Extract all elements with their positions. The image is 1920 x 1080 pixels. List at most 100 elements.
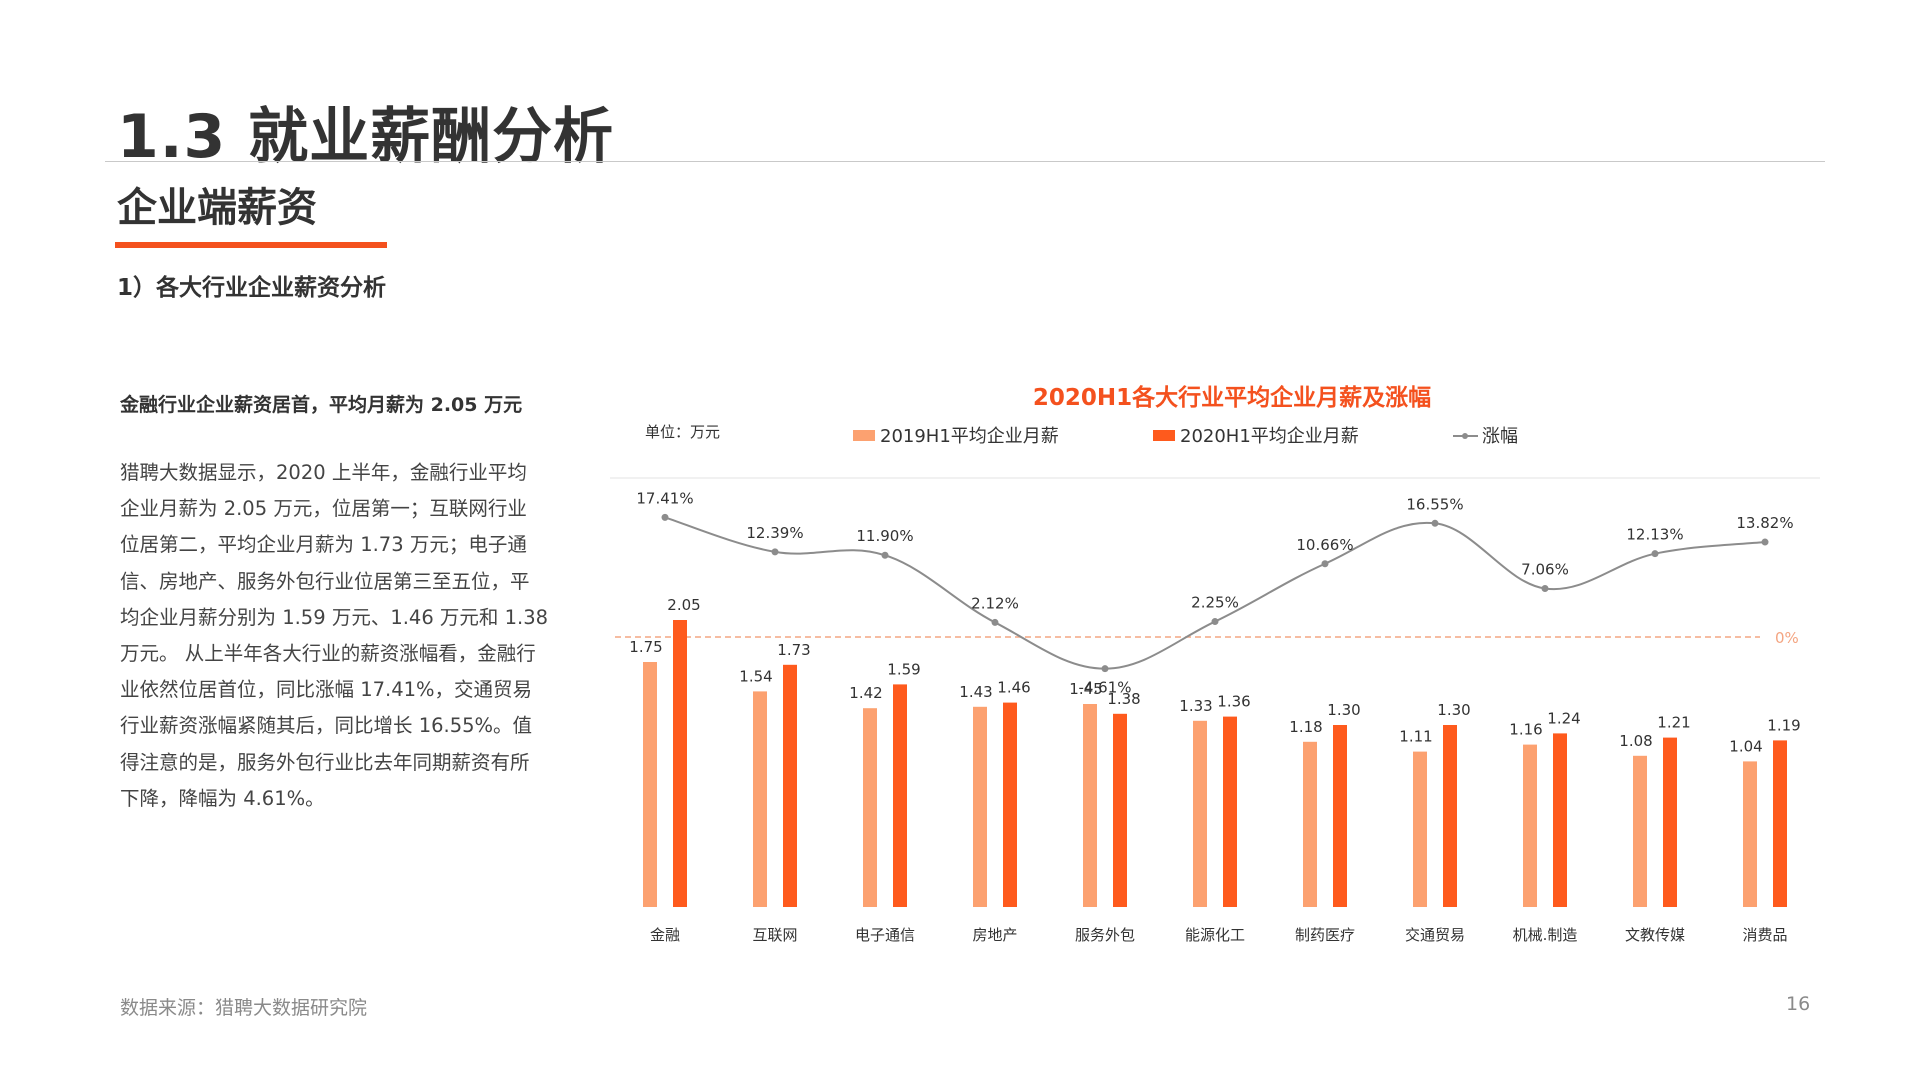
bar-2020 <box>783 664 797 907</box>
category-label: 消费品 <box>1742 926 1787 944</box>
growth-label: 12.39% <box>746 524 803 542</box>
growth-point <box>991 618 999 626</box>
bar-label-2020: 2.05 <box>667 596 700 614</box>
legend-label-2020: 2020H1平均企业月薪 <box>1180 426 1359 447</box>
bar-2020 <box>1663 737 1677 907</box>
bar-2019 <box>973 706 987 907</box>
growth-line-series: 17.41% 12.39% 11.90% 2.12% -4.61% 2.25% 10.66%… <box>636 489 1793 696</box>
bar-label-2019: 1.33 <box>1179 697 1212 715</box>
bar-label-2020: 1.38 <box>1107 690 1140 708</box>
growth-point <box>881 551 889 559</box>
bar-label-2019: 1.04 <box>1729 737 1762 755</box>
category-label: 制药医疗 <box>1295 926 1355 944</box>
growth-point <box>661 513 669 521</box>
growth-label: 2.12% <box>971 594 1019 612</box>
bar-2020 <box>1223 716 1237 907</box>
bar-2020 <box>1443 725 1457 907</box>
bar-2019 <box>1083 704 1097 907</box>
growth-label: 17.41% <box>636 489 693 507</box>
growth-label: -4.61% <box>1078 679 1131 697</box>
bar-label-2019: 1.18 <box>1289 718 1322 736</box>
growth-label: 16.55% <box>1406 495 1463 513</box>
category-label: 交通贸易 <box>1405 926 1465 944</box>
bar-2019 <box>753 691 767 907</box>
bar-2019 <box>1523 744 1537 907</box>
bar-label-2019: 1.42 <box>849 684 882 702</box>
bar-2019 <box>1633 755 1647 907</box>
growth-label: 12.13% <box>1626 526 1683 544</box>
legend-marker-growth <box>1462 433 1468 439</box>
bar-2020 <box>1113 713 1127 907</box>
unit-label: 单位：万元 <box>645 423 720 441</box>
growth-point <box>1321 560 1329 568</box>
chart-title: 2020H1各大行业平均企业月薪及涨幅 <box>1033 384 1431 411</box>
growth-point <box>1761 538 1769 546</box>
bar-label-2019: 1.11 <box>1399 728 1432 746</box>
bar-2020 <box>1553 733 1567 907</box>
bar-label-2019: 1.43 <box>959 683 992 701</box>
legend-label-2019: 2019H1平均企业月薪 <box>880 426 1059 447</box>
growth-label: 2.25% <box>1191 594 1239 612</box>
subsection-title: 1）各大行业企业薪资分析 <box>117 275 387 301</box>
category-label: 机械.制造 <box>1513 926 1578 944</box>
growth-point <box>1101 665 1109 673</box>
growth-point <box>771 548 779 556</box>
category-label: 金融 <box>650 926 680 944</box>
summary-heading: 金融行业企业薪资居首，平均月薪为 2.05 万元 <box>120 394 523 416</box>
bar-label-2020: 1.30 <box>1327 701 1360 719</box>
category-label: 互联网 <box>752 926 797 944</box>
bar-series: 1.75 2.05 1.54 1.73 1.42 1.59 1.43 1.46 1.45 1.38… <box>629 596 1801 907</box>
bar-label-2019: 1.45 <box>1069 680 1102 698</box>
category-labels: 金融 互联网 电子通信 房地产 服务外包 能源化工 制药医疗 交通贸易 机械.制造 文教传媒 消费品 <box>650 926 1788 944</box>
bar-label-2020: 1.24 <box>1547 709 1580 727</box>
category-label: 电子通信 <box>855 926 915 944</box>
bar-2019 <box>1193 720 1207 907</box>
bar-2019 <box>1743 761 1757 907</box>
bar-label-2020: 1.36 <box>1217 693 1250 711</box>
growth-point <box>1651 550 1659 558</box>
bar-2020 <box>1003 702 1017 907</box>
page-number: 16 <box>1786 993 1811 1015</box>
bar-2019 <box>643 662 657 907</box>
legend-swatch-2019 <box>853 430 875 441</box>
bar-2019 <box>863 708 877 907</box>
bar-label-2019: 1.54 <box>739 667 772 685</box>
zero-label: 0% <box>1775 629 1799 647</box>
category-label: 服务外包 <box>1075 926 1135 944</box>
legend-swatch-2020 <box>1153 430 1175 441</box>
growth-label: 10.66% <box>1296 536 1353 554</box>
bar-label-2020: 1.59 <box>887 660 920 678</box>
page-title: 1.3 就业薪酬分析 <box>117 102 615 172</box>
growth-label: 7.06% <box>1521 560 1569 578</box>
body-paragraph: 猎聘大数据显示，2020 上半年，金融行业平均 企业月薪为 2.05 万元，位居… <box>120 461 549 810</box>
growth-point <box>1431 519 1439 527</box>
growth-label: 11.90% <box>856 527 913 545</box>
bar-label-2020: 1.73 <box>777 641 810 659</box>
bar-2020 <box>893 684 907 907</box>
title-divider <box>105 161 1825 162</box>
bar-2020 <box>1333 725 1347 907</box>
bar-label-2020: 1.46 <box>997 679 1030 697</box>
legend-label-growth: 涨幅 <box>1482 426 1518 447</box>
section-title: 企业端薪资 <box>117 185 317 231</box>
section-accent-bar <box>115 242 387 248</box>
bar-2020 <box>1773 740 1787 907</box>
bar-label-2020: 1.21 <box>1657 714 1690 732</box>
chart-legend: 2019H1平均企业月薪 2020H1平均企业月薪 涨幅 <box>853 426 1518 447</box>
bar-label-2020: 1.19 <box>1767 716 1800 734</box>
bar-label-2019: 1.16 <box>1509 721 1542 739</box>
source-note: 数据来源：猎聘大数据研究院 <box>120 997 368 1019</box>
bar-2020 <box>673 620 687 907</box>
category-label: 文教传媒 <box>1625 926 1685 944</box>
bar-2019 <box>1303 741 1317 907</box>
bar-label-2020: 1.30 <box>1437 701 1470 719</box>
category-label: 能源化工 <box>1185 926 1245 944</box>
growth-label: 13.82% <box>1736 514 1793 532</box>
bar-label-2019: 1.75 <box>629 638 662 656</box>
bar-label-2019: 1.08 <box>1619 732 1652 750</box>
growth-point <box>1541 584 1549 592</box>
category-label: 房地产 <box>972 926 1017 944</box>
growth-point <box>1211 618 1219 626</box>
bar-2019 <box>1413 751 1427 907</box>
